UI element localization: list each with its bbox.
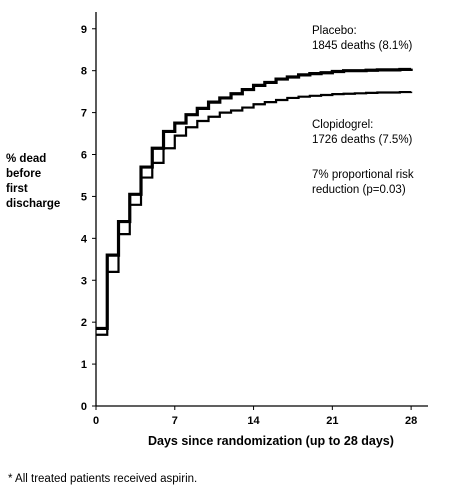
y-tick-label: 5 bbox=[81, 191, 87, 203]
placebo-annotation: Placebo: 1845 deaths (8.1%) bbox=[312, 24, 412, 54]
y-axis-label-line: % dead bbox=[6, 153, 47, 165]
y-axis-ticks: 0 1 2 3 4 5 6 7 8 9 bbox=[81, 24, 96, 413]
y-tick-label: 7 bbox=[81, 108, 87, 120]
y-axis-label-line: discharge bbox=[6, 198, 61, 210]
placebo-annotation-deaths: 1845 deaths (8.1%) bbox=[312, 40, 413, 52]
y-tick-label: 0 bbox=[81, 401, 87, 413]
series-lines bbox=[96, 67, 413, 336]
risk-reduction-annotation: 7% proportional risk reduction (p=0.03) bbox=[312, 168, 414, 198]
y-tick-label: 2 bbox=[81, 317, 87, 329]
x-axis-ticks: 0 7 14 21 28 bbox=[93, 406, 417, 427]
risk-reduction-line: 7% proportional risk bbox=[312, 169, 414, 181]
x-tick-label: 14 bbox=[247, 415, 260, 427]
x-tick-label: 21 bbox=[326, 415, 338, 427]
y-tick-label: 1 bbox=[81, 359, 87, 371]
risk-reduction-line: reduction (p=0.03) bbox=[312, 184, 406, 196]
y-tick-label: 8 bbox=[81, 66, 87, 78]
y-tick-label: 6 bbox=[81, 150, 87, 162]
y-tick-label: 4 bbox=[81, 233, 88, 245]
y-axis-label-line: before bbox=[6, 168, 42, 180]
x-tick-label: 28 bbox=[405, 415, 417, 427]
y-axis-label-line: first bbox=[6, 183, 28, 195]
footnote: * All treated patients received aspirin. bbox=[8, 473, 198, 485]
y-tick-label: 9 bbox=[81, 24, 87, 36]
clopidogrel-annotation: Clopidogrel: 1726 deaths (7.5%) bbox=[312, 118, 412, 148]
clopidogrel-annotation-name: Clopidogrel: bbox=[312, 119, 374, 131]
x-tick-label: 0 bbox=[93, 415, 99, 427]
clopidogrel-line bbox=[96, 90, 413, 336]
x-axis-label: Days since randomization (up to 28 days) bbox=[148, 434, 394, 448]
x-tick-label: 7 bbox=[172, 415, 178, 427]
placebo-annotation-name: Placebo: bbox=[312, 25, 357, 37]
y-axis-label: % dead before first discharge bbox=[6, 152, 66, 212]
chart-axes bbox=[95, 12, 428, 407]
y-tick-label: 3 bbox=[81, 275, 87, 287]
clopidogrel-annotation-deaths: 1726 deaths (7.5%) bbox=[312, 134, 413, 146]
